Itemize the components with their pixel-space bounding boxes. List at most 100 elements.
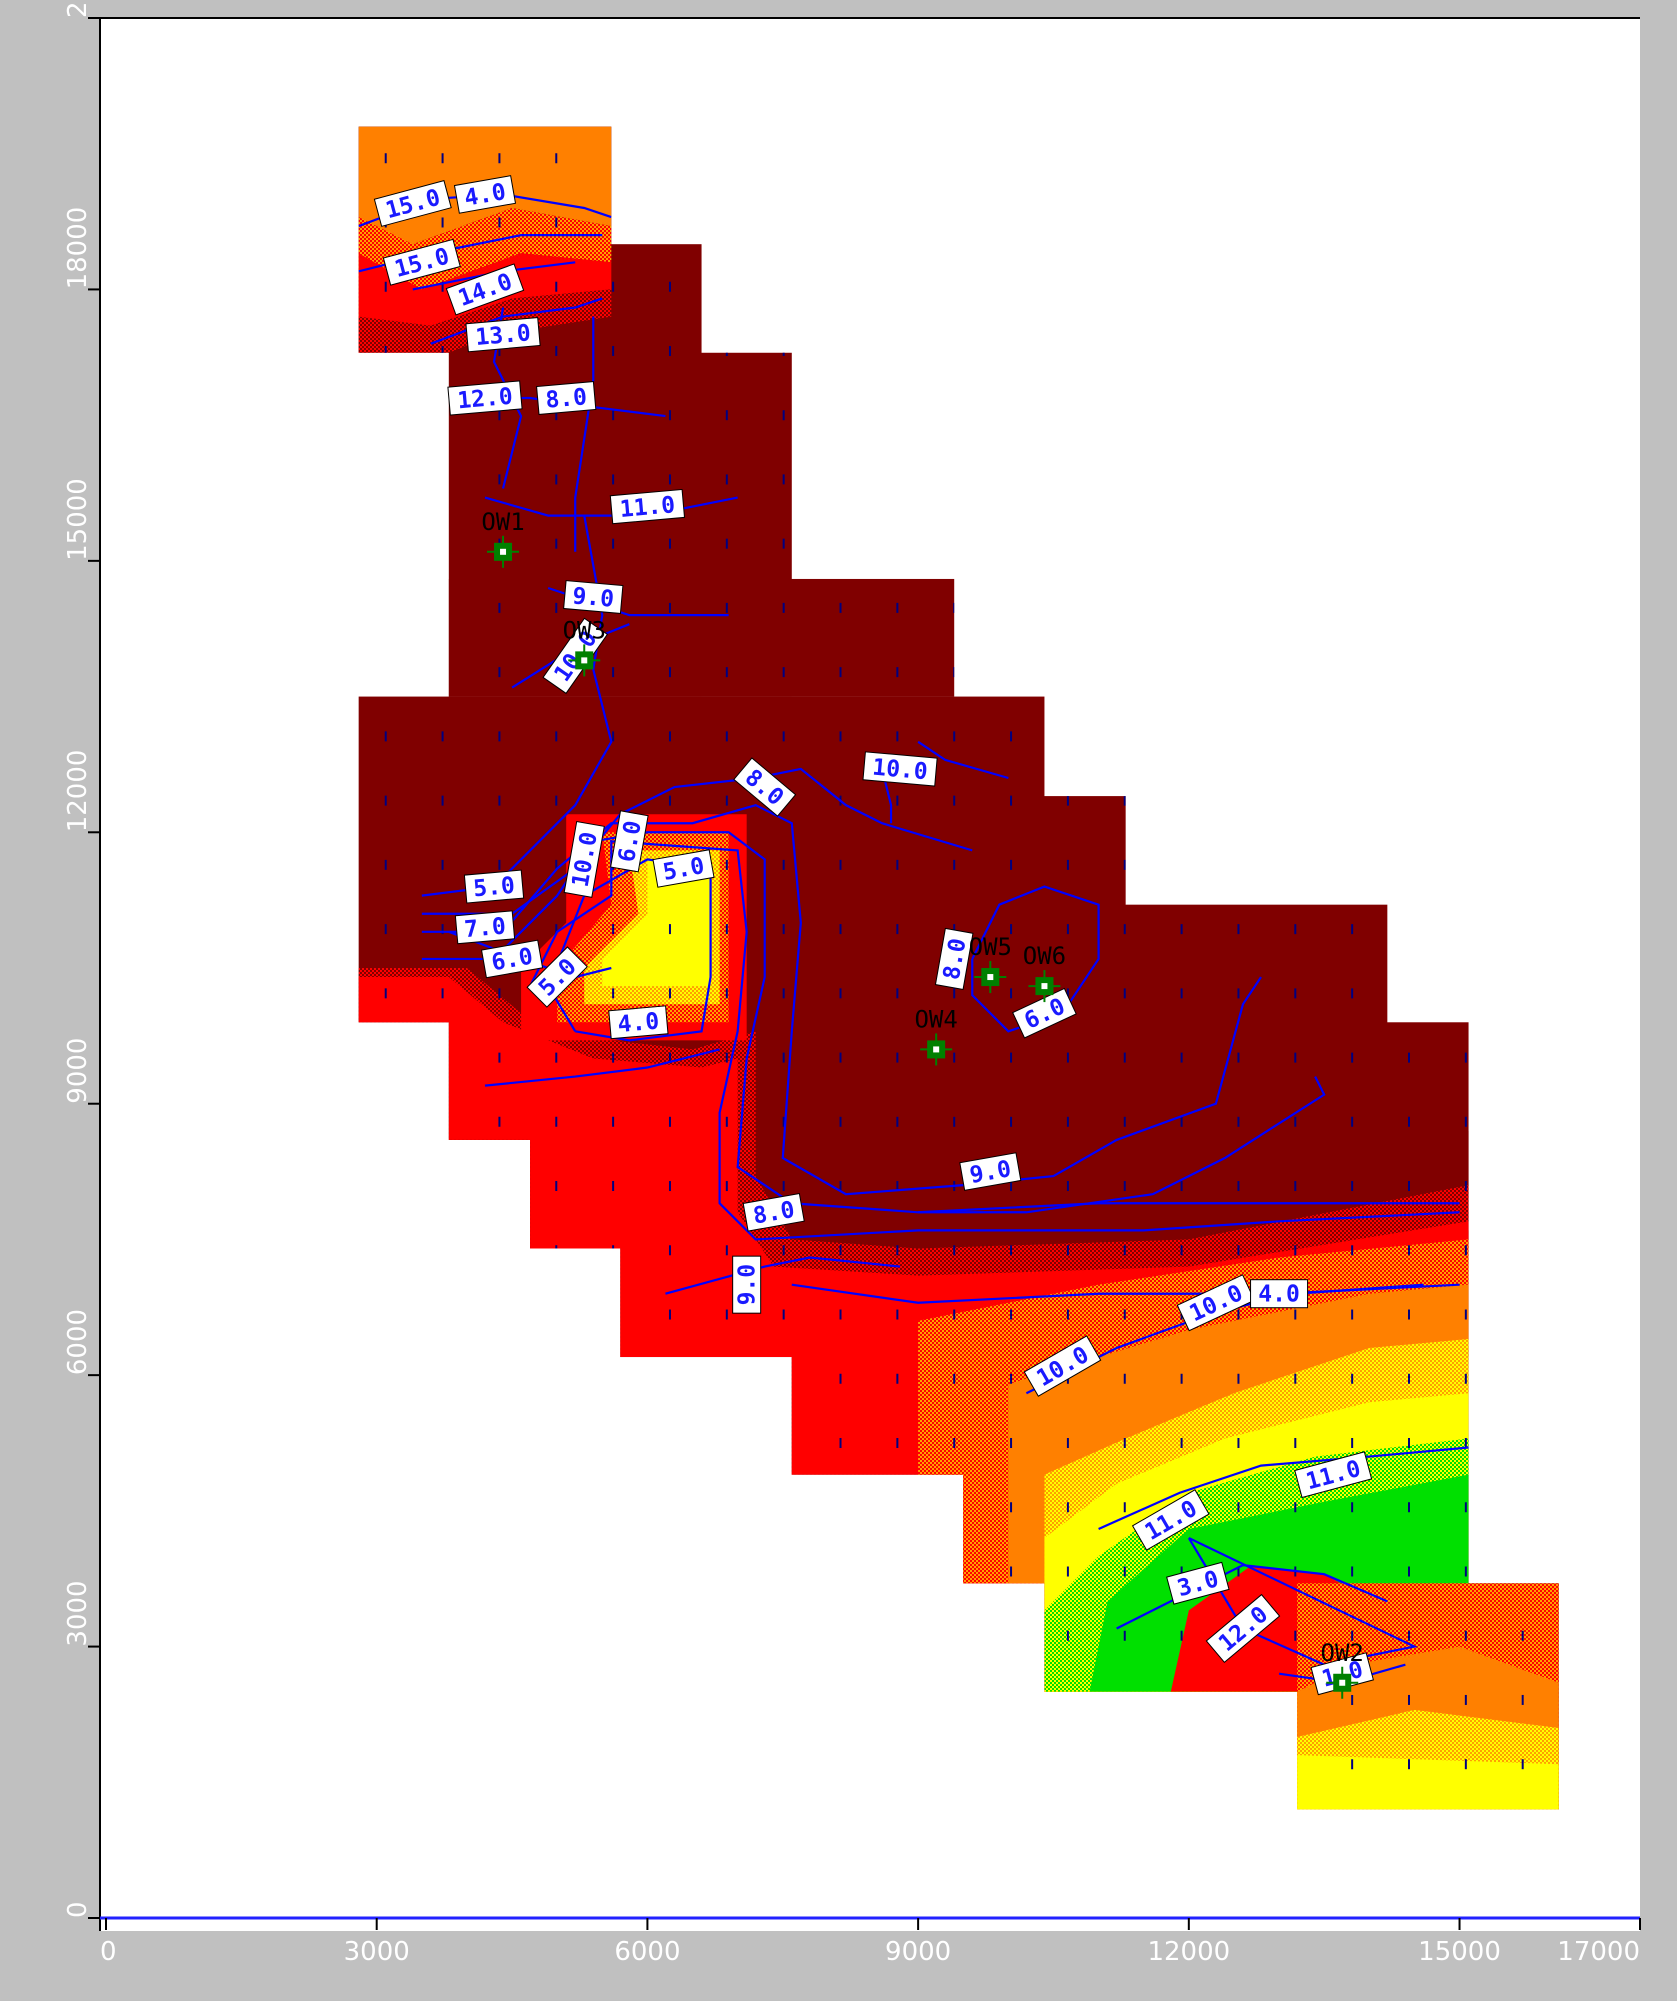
well-marker: OW1 — [481, 508, 525, 568]
contour-label: 4.0 — [1250, 1279, 1309, 1309]
contour-line — [665, 1256, 901, 1295]
contour-label-box — [610, 810, 649, 873]
well-marker: OW5 — [969, 933, 1012, 994]
contour-label: 13.0 — [465, 317, 541, 353]
y-tick-label: 18000 — [63, 207, 93, 290]
x-tick-label: 3000 — [344, 1937, 410, 1967]
y-tick-label: 15000 — [63, 478, 93, 561]
contour-line — [918, 1076, 1326, 1214]
well-label: OW2 — [1321, 1639, 1364, 1667]
contour-label: 10.0 — [862, 751, 938, 787]
contour-label-text: 11.0 — [619, 492, 676, 523]
contour-label-text: 13.0 — [474, 320, 531, 351]
contour-label-box — [1166, 1561, 1230, 1605]
contour-line — [971, 885, 1100, 1033]
contour-label: 4.0 — [453, 175, 517, 214]
contour-label-box — [563, 580, 624, 615]
contour-label-box — [1250, 1279, 1309, 1309]
contour-label: 5.0 — [463, 869, 525, 904]
contour-label-box — [862, 751, 938, 787]
contour-label-text: 7.0 — [463, 914, 507, 944]
x-tick-label: 6000 — [614, 1937, 680, 1967]
y-tick-label: 6000 — [63, 1309, 93, 1375]
contour-label-text: 4.0 — [1258, 1282, 1300, 1308]
contour-label-box — [445, 263, 525, 316]
contour-label-box — [563, 820, 605, 898]
contour-label-box — [454, 910, 516, 945]
zone-pocket-yellow — [602, 859, 711, 987]
contour-label-box — [526, 946, 588, 1008]
y-tick-label: 9000 — [63, 1038, 93, 1104]
contour-label: 9.0 — [732, 1255, 762, 1314]
zone-top-darkred-mix — [358, 289, 612, 353]
well-label: OW6 — [1023, 942, 1066, 970]
y-tick-label: 12000 — [63, 750, 93, 833]
contour-label-box — [742, 1192, 805, 1232]
well-label: OW5 — [969, 933, 1012, 961]
y-tick-label: 0 — [63, 1901, 93, 1918]
contour-label-box — [382, 238, 461, 286]
well-marker: OW3 — [563, 616, 606, 677]
contour-label-box — [1176, 1274, 1256, 1332]
y-axis-ticks: 0 3000 6000 9000 12000 15000 18000 21000 — [63, 0, 100, 1919]
contour-label-box — [732, 1255, 762, 1314]
contour-label-text: 9.0 — [571, 583, 615, 613]
well-label: OW3 — [563, 616, 606, 644]
contour-label-box — [447, 380, 523, 416]
contour-label-box — [536, 381, 597, 415]
x-tick-label: 9000 — [885, 1937, 951, 1967]
contour-label-box — [652, 849, 715, 888]
contour-label: 8.0 — [934, 927, 974, 991]
well-center — [581, 657, 588, 664]
contour-label: 9.0 — [563, 580, 624, 615]
contour-label-text: 5.0 — [472, 873, 516, 903]
contour-label: 11.0 — [609, 488, 686, 525]
contour-label-box — [1012, 987, 1077, 1039]
contour-line — [484, 1048, 720, 1087]
contour-label-box — [373, 180, 452, 227]
contour-label-text: 4.0 — [617, 1009, 661, 1039]
well-center — [1339, 1679, 1346, 1686]
contour-label-box — [609, 488, 686, 525]
well-marker: OW2 — [1321, 1639, 1364, 1699]
x-tick-label: 17000 — [1557, 1937, 1640, 1967]
x-tick-label: 15000 — [1418, 1937, 1501, 1967]
contour-label-box — [1131, 1489, 1210, 1551]
contour-label: 8.0 — [536, 381, 597, 415]
contour-label: 8.0 — [733, 757, 797, 817]
contour-label: 12.0 — [447, 380, 523, 416]
contour-label-text: 10.0 — [871, 755, 928, 786]
zone-br-yellow — [1297, 1755, 1559, 1810]
contour-label: 6.0 — [480, 939, 544, 979]
contour-label: 9.0 — [959, 1152, 1022, 1191]
contour-label: 10.0 — [563, 820, 605, 898]
well-label: OW4 — [914, 1005, 957, 1033]
contour-label-box — [608, 1005, 669, 1040]
contour-label-box — [1294, 1451, 1373, 1499]
contour-label-box — [465, 317, 541, 353]
contour-label-text: 9.0 — [735, 1264, 761, 1306]
contour-label-box — [453, 175, 517, 214]
contour-line — [421, 767, 973, 915]
contour-label-box — [733, 757, 797, 817]
contour-label: 8.0 — [742, 1192, 805, 1232]
y-tick-label: 3000 — [63, 1580, 93, 1646]
contour-label-box — [480, 939, 544, 979]
contour-line — [529, 840, 1460, 1241]
well-marker: OW6 — [1023, 942, 1066, 1003]
contour-label-box — [1023, 1335, 1102, 1397]
x-tick-label: 0 — [100, 1937, 117, 1967]
contour-label: 7.0 — [454, 910, 516, 945]
contour-line — [574, 316, 595, 552]
contour-label-box — [463, 869, 525, 904]
well-center — [933, 1046, 940, 1053]
contour-label-box — [959, 1152, 1022, 1191]
zone-top-orange-mix — [358, 208, 612, 326]
well-center — [1041, 983, 1048, 990]
contour-label: 6.0 — [610, 810, 649, 873]
well-center — [987, 974, 994, 981]
contour-line — [917, 740, 1009, 780]
domain-cell — [448, 578, 955, 697]
well-center — [500, 548, 507, 555]
well-marker: OW4 — [914, 1005, 958, 1066]
